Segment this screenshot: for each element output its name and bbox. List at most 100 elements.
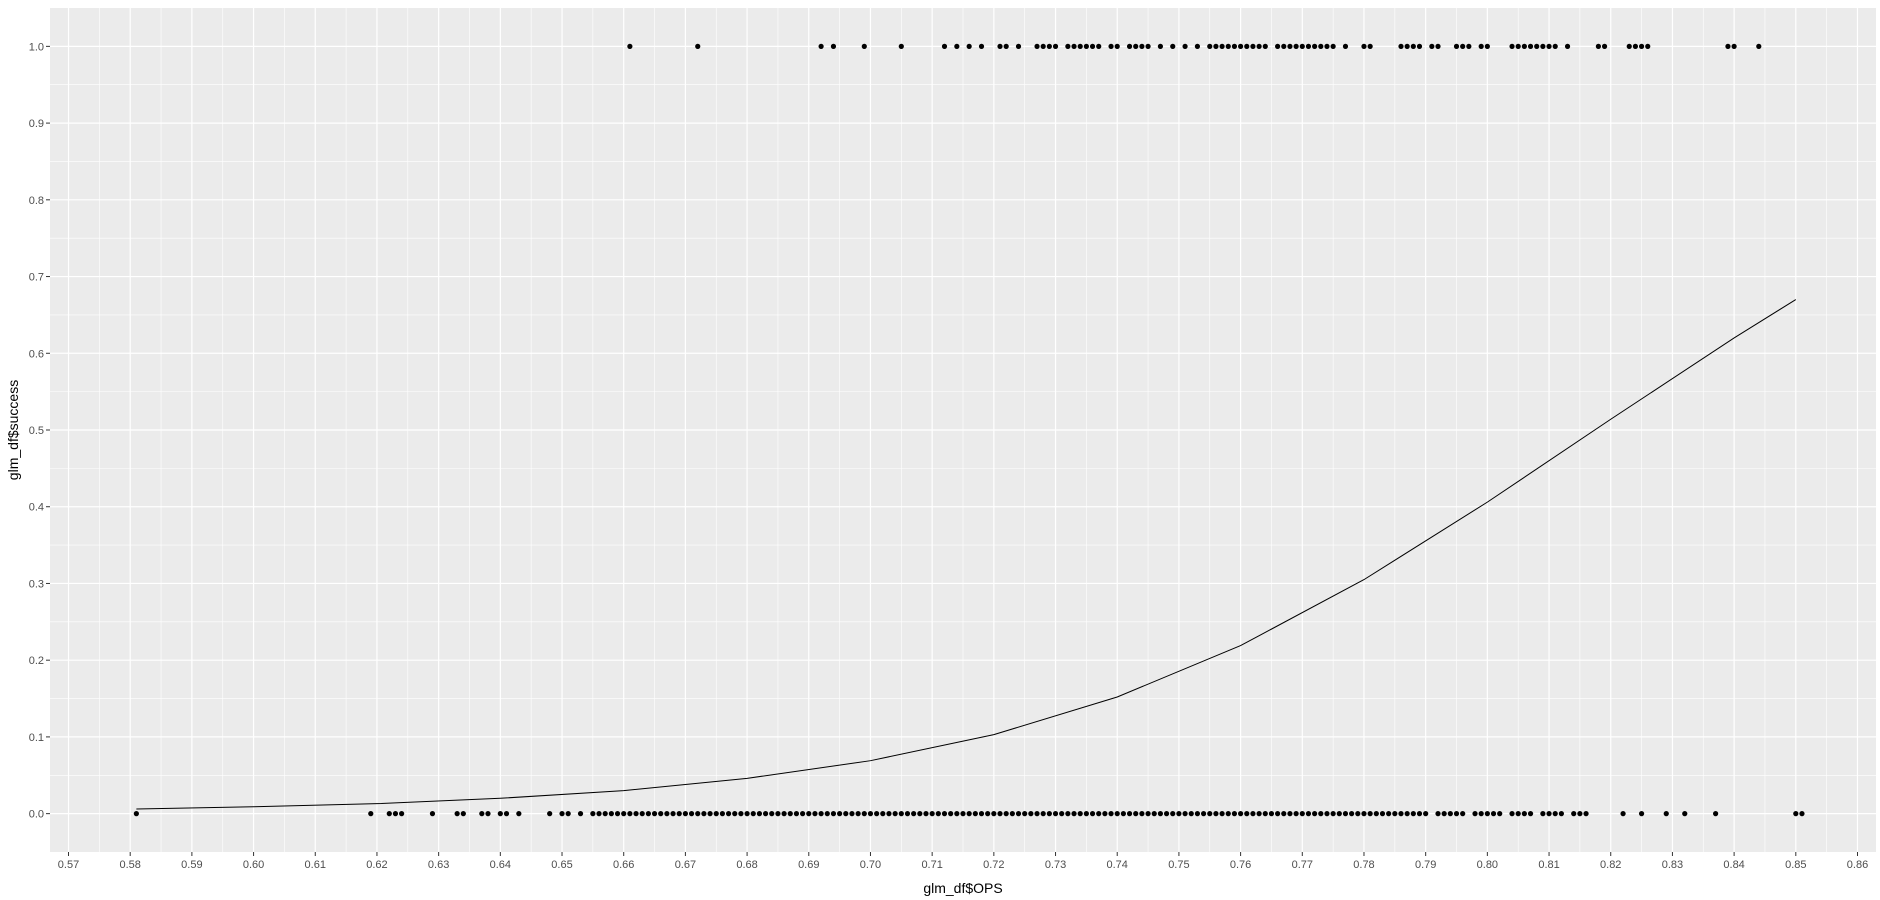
data-point — [1281, 43, 1287, 49]
x-tick-label: 0.63 — [428, 859, 449, 871]
data-point — [1318, 43, 1324, 49]
x-tick-label: 0.67 — [675, 859, 696, 871]
data-point — [1466, 43, 1472, 49]
tick-labels: 0.57 0.58 0.59 0.60 0.61 0.62 0.63 0.64 0.65 0.66… — [29, 41, 1869, 871]
data-point — [1577, 811, 1583, 817]
data-point — [824, 811, 830, 817]
data-point — [460, 811, 466, 817]
data-point — [1040, 43, 1046, 49]
x-tick-label: 0.65 — [551, 859, 572, 871]
x-tick-label: 0.80 — [1477, 859, 1498, 871]
data-point — [744, 811, 750, 817]
data-point — [1682, 811, 1688, 817]
data-point — [1342, 43, 1349, 49]
data-point — [547, 811, 553, 817]
data-point — [1188, 811, 1194, 817]
data-point — [1139, 811, 1145, 817]
x-tick-label: 0.60 — [243, 859, 264, 871]
data-point — [935, 811, 941, 817]
data-point — [1404, 811, 1410, 817]
data-point — [1620, 811, 1626, 817]
data-point — [1015, 43, 1022, 49]
data-point — [1003, 43, 1009, 49]
data-point — [639, 811, 645, 817]
data-point — [1478, 43, 1484, 49]
data-point — [608, 811, 614, 817]
data-point — [1490, 811, 1497, 817]
data-point — [1015, 811, 1022, 817]
data-point — [1200, 811, 1207, 817]
data-point — [1527, 811, 1534, 817]
data-point — [997, 811, 1003, 817]
data-point — [1281, 811, 1287, 817]
data-point — [1318, 811, 1324, 817]
data-point — [479, 811, 485, 817]
data-point — [707, 811, 713, 817]
data-point — [645, 811, 651, 817]
data-point — [651, 811, 658, 817]
data-point — [1509, 811, 1515, 817]
data-point — [1558, 811, 1564, 817]
data-point — [1324, 811, 1330, 817]
data-point — [1527, 43, 1534, 49]
x-tick-label: 0.62 — [366, 859, 387, 871]
y-tick-label: 0.3 — [29, 578, 44, 590]
data-point — [1299, 43, 1305, 49]
x-tick-label: 0.72 — [983, 859, 1004, 871]
data-point — [1182, 43, 1188, 49]
x-tick-label: 0.85 — [1785, 859, 1806, 871]
data-point — [978, 811, 985, 817]
data-point — [399, 811, 405, 817]
data-point — [830, 811, 837, 817]
data-point — [1194, 811, 1201, 817]
data-point — [966, 43, 972, 49]
data-point — [781, 811, 787, 817]
data-point — [1632, 43, 1639, 49]
data-point — [386, 811, 392, 817]
data-point — [886, 811, 892, 817]
data-point — [954, 43, 960, 49]
data-point — [830, 43, 837, 49]
data-point — [812, 811, 818, 817]
data-point — [1083, 811, 1089, 817]
data-point — [1275, 811, 1281, 817]
data-point — [1509, 43, 1515, 49]
data-point — [1022, 811, 1028, 817]
data-point — [1102, 811, 1108, 817]
data-point — [1065, 43, 1071, 49]
x-tick-label: 0.79 — [1415, 859, 1436, 871]
data-point — [1176, 811, 1182, 817]
x-tick-label: 0.82 — [1600, 859, 1621, 871]
data-point — [1571, 811, 1577, 817]
data-point — [1244, 811, 1250, 817]
data-point — [1256, 811, 1262, 817]
data-point — [1379, 811, 1386, 817]
data-point — [1435, 811, 1441, 817]
data-point — [1207, 811, 1213, 817]
data-point — [1114, 43, 1120, 49]
data-point — [1361, 811, 1367, 817]
data-point — [1540, 811, 1546, 817]
data-point — [1065, 811, 1071, 817]
data-point — [1386, 811, 1392, 817]
data-point — [1089, 43, 1096, 49]
x-tick-label: 0.75 — [1168, 859, 1189, 871]
data-point — [1515, 811, 1521, 817]
data-point — [1460, 811, 1466, 817]
data-point — [911, 811, 917, 817]
data-point — [818, 43, 824, 49]
y-tick-label: 1.0 — [29, 41, 44, 53]
data-point — [633, 811, 639, 817]
data-point — [738, 811, 744, 817]
x-tick-label: 0.64 — [490, 859, 511, 871]
x-tick-label: 0.71 — [921, 859, 942, 871]
data-point — [614, 811, 621, 817]
data-point — [627, 43, 633, 49]
data-point — [1546, 811, 1552, 817]
data-point — [960, 811, 966, 817]
data-point — [485, 811, 491, 817]
data-point — [392, 811, 399, 817]
data-point — [1003, 811, 1009, 817]
data-point — [991, 811, 997, 817]
